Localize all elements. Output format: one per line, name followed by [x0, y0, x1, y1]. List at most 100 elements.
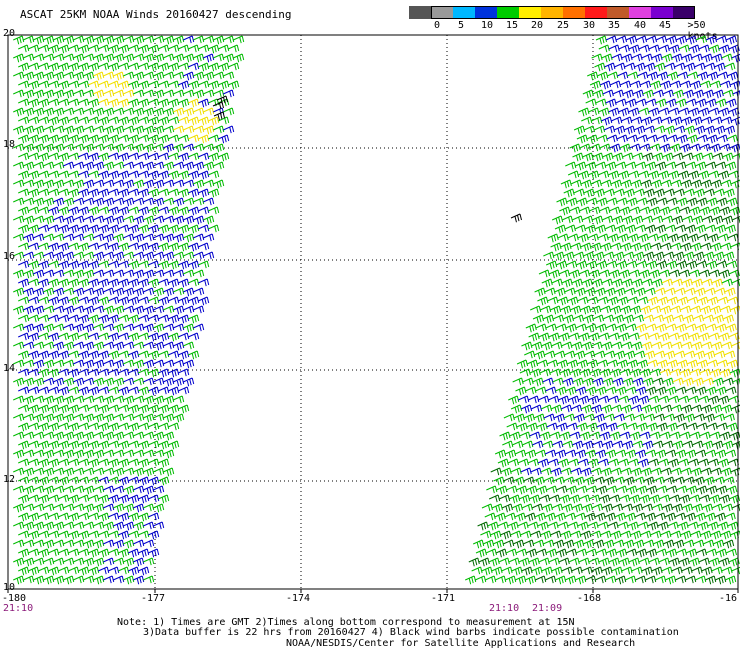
wind-barb [33, 359, 45, 369]
wind-barb [198, 278, 210, 287]
wind-barb [650, 179, 662, 189]
wind-barb [33, 269, 45, 279]
wind-barb [516, 422, 528, 432]
wind-barb [727, 296, 739, 305]
wind-barb [58, 278, 70, 288]
wind-barb [108, 296, 120, 305]
wind-barb [68, 332, 80, 342]
wind-barb [543, 413, 555, 422]
wind-barb [93, 215, 105, 224]
wind-barb [53, 233, 65, 242]
wind-barb [98, 332, 110, 341]
wind-barb [68, 350, 80, 359]
wind-barb [103, 341, 115, 350]
wind-barb [123, 323, 135, 332]
wind-barb [148, 404, 160, 414]
wind-barb [153, 71, 165, 81]
wind-barb [183, 197, 195, 206]
wind-barb [569, 431, 581, 440]
wind-barb [658, 557, 670, 566]
wind-barb [698, 395, 710, 404]
wind-barb [620, 467, 632, 476]
wind-barb [68, 458, 80, 467]
wind-barb [168, 224, 180, 234]
wind-barb [558, 395, 570, 405]
wind-barb [173, 251, 185, 260]
wind-barb [583, 125, 596, 134]
wind-barb [638, 44, 650, 53]
wind-barb [488, 494, 501, 503]
wind-barb [715, 98, 727, 108]
wind-barb [93, 71, 105, 81]
wind-barb [664, 287, 676, 296]
wind-barb [143, 341, 155, 350]
wind-barb [514, 449, 527, 458]
wind-barb [603, 413, 615, 422]
wind-barb [681, 341, 693, 350]
wind-barb [98, 350, 110, 360]
wind-barb [677, 521, 689, 531]
wind-barb [68, 566, 80, 575]
wind-barb [503, 413, 515, 422]
wind-barb [13, 539, 25, 548]
wind-barb [605, 575, 617, 584]
wind-barb [148, 440, 160, 449]
wind-barb [688, 332, 700, 342]
wind-barb [128, 566, 140, 576]
wind-barb [696, 197, 708, 207]
wind-barb [597, 296, 609, 305]
wind-barb [691, 278, 703, 288]
wind-barb [601, 566, 613, 576]
wind-barb [73, 89, 85, 98]
wind-barb [193, 35, 205, 44]
wind-barb [173, 215, 185, 225]
wind-barb [570, 179, 582, 188]
wind-barb [33, 107, 45, 117]
wind-barb [83, 341, 95, 351]
wind-barb [607, 71, 619, 80]
wind-barb [18, 404, 30, 413]
wind-barb [527, 521, 539, 530]
wind-barb [566, 197, 578, 207]
wind-barb [198, 80, 210, 89]
wind-barb [178, 134, 190, 143]
wind-barb [502, 440, 514, 449]
wind-barb [33, 305, 45, 315]
wind-barb [560, 530, 572, 540]
wind-barb [173, 89, 185, 98]
wind-barb [63, 557, 75, 566]
wind-barb [178, 314, 190, 324]
wind-barb [694, 449, 707, 458]
wind-barb [133, 197, 145, 206]
wind-barb [18, 116, 30, 125]
wind-barb [586, 422, 598, 432]
wind-barb [680, 179, 692, 189]
wind-barb [163, 251, 175, 261]
wind-barb [118, 350, 130, 359]
wind-barb [13, 431, 25, 440]
wind-barb [68, 170, 80, 179]
wind-barb [113, 323, 125, 333]
wind-barb [503, 476, 515, 485]
wind-barb [28, 422, 40, 431]
wind-barb [575, 575, 587, 585]
wind-barb [208, 188, 220, 198]
wind-barb [584, 512, 596, 522]
wind-barb [651, 503, 663, 512]
wind-barb [588, 332, 600, 342]
wind-barb [198, 260, 210, 269]
wind-barb [28, 404, 40, 414]
wind-barb [501, 503, 513, 513]
wind-barb [63, 89, 75, 99]
wind-barb [557, 521, 569, 530]
wind-barb [198, 98, 210, 108]
wind-barb [183, 107, 195, 117]
wind-barb [93, 269, 105, 278]
wind-barb [178, 260, 190, 270]
wind-barb [63, 503, 75, 512]
wind-barb [78, 44, 90, 54]
wind-barb [158, 188, 170, 197]
wind-barb [212, 101, 224, 110]
wind-barb [128, 476, 140, 485]
wind-barb [38, 152, 50, 162]
